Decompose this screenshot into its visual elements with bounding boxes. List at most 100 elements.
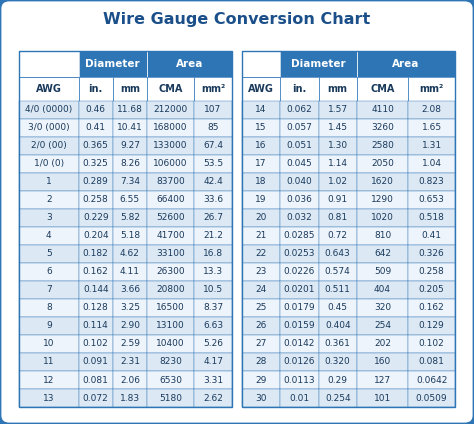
Text: 101: 101 [374,393,391,402]
Text: 5: 5 [46,249,52,258]
Bar [19,245,79,263]
Text: 0.051: 0.051 [286,141,312,150]
Bar [408,191,455,209]
Text: 13.3: 13.3 [203,268,223,276]
Bar [113,317,147,335]
Text: 0.518: 0.518 [419,213,445,222]
Text: 1.30: 1.30 [328,141,348,150]
Bar [242,191,280,209]
Text: 0.144: 0.144 [83,285,109,294]
Text: 33100: 33100 [156,249,185,258]
Bar [280,353,319,371]
Bar [147,51,232,76]
Text: 30: 30 [255,393,267,402]
Bar [408,281,455,299]
Bar [357,227,408,245]
Text: 16.8: 16.8 [203,249,223,258]
Bar [357,335,408,353]
Text: 1.31: 1.31 [421,141,442,150]
Bar [242,263,280,281]
Text: 1: 1 [46,177,52,186]
Bar [19,227,79,245]
Text: 1620: 1620 [371,177,394,186]
Text: 1.14: 1.14 [328,159,348,168]
Bar [147,119,194,137]
Text: 254: 254 [374,321,391,330]
Text: in.: in. [89,84,103,94]
Bar [79,101,113,119]
Text: 0.72: 0.72 [328,232,348,240]
Text: 26.7: 26.7 [203,213,223,222]
Text: 53.5: 53.5 [203,159,223,168]
Bar [19,191,79,209]
Bar [242,299,280,317]
Text: CMA: CMA [370,84,395,94]
Bar [357,371,408,389]
Bar [280,119,319,137]
Text: 10.5: 10.5 [203,285,223,294]
Text: Wire Gauge Conversion Chart: Wire Gauge Conversion Chart [103,11,371,27]
Bar [19,371,79,389]
Bar [319,76,357,101]
Bar [357,173,408,191]
Bar [242,245,280,263]
Text: 11: 11 [43,357,55,366]
Bar [194,191,232,209]
Bar [408,119,455,137]
Bar [19,299,79,317]
Bar [79,371,113,389]
Bar [319,317,357,335]
Text: Area: Area [176,59,203,69]
Text: 0.0509: 0.0509 [416,393,447,402]
Bar [147,353,194,371]
Bar [79,76,113,101]
Bar [408,263,455,281]
Bar [194,101,232,119]
Bar [194,335,232,353]
Bar [319,227,357,245]
Bar [79,51,147,76]
Text: 24: 24 [255,285,266,294]
Text: 0.045: 0.045 [286,159,312,168]
Bar [19,76,79,101]
Text: 15: 15 [255,123,267,132]
Bar [113,371,147,389]
Text: 642: 642 [374,249,391,258]
Text: 0.036: 0.036 [286,195,312,204]
Text: 3.25: 3.25 [120,304,140,312]
Bar [19,335,79,353]
Text: 0.162: 0.162 [83,268,109,276]
Text: 1020: 1020 [371,213,394,222]
Bar [147,389,194,407]
Bar [357,245,408,263]
Bar [79,245,113,263]
Text: 0.182: 0.182 [83,249,109,258]
Bar [408,335,455,353]
Bar [194,317,232,335]
Text: 0.361: 0.361 [325,340,351,349]
Bar [147,191,194,209]
Text: 7.34: 7.34 [120,177,140,186]
Bar [147,137,194,155]
Bar [113,76,147,101]
Bar [280,155,319,173]
Bar [357,101,408,119]
Bar [79,173,113,191]
Text: 0.91: 0.91 [328,195,348,204]
Text: 3.31: 3.31 [203,376,223,385]
Text: 0.128: 0.128 [83,304,109,312]
Bar [113,263,147,281]
Text: 0.258: 0.258 [419,268,445,276]
Text: 0.653: 0.653 [419,195,445,204]
Text: 0.0201: 0.0201 [283,285,315,294]
Text: 14: 14 [255,105,266,114]
Text: 0.204: 0.204 [83,232,109,240]
Text: 8: 8 [46,304,52,312]
Bar [242,281,280,299]
Bar [242,51,455,407]
Bar [319,281,357,299]
Text: 4/0 (0000): 4/0 (0000) [25,105,73,114]
Text: 0.29: 0.29 [328,376,348,385]
Bar [319,209,357,227]
Text: 11.68: 11.68 [117,105,143,114]
